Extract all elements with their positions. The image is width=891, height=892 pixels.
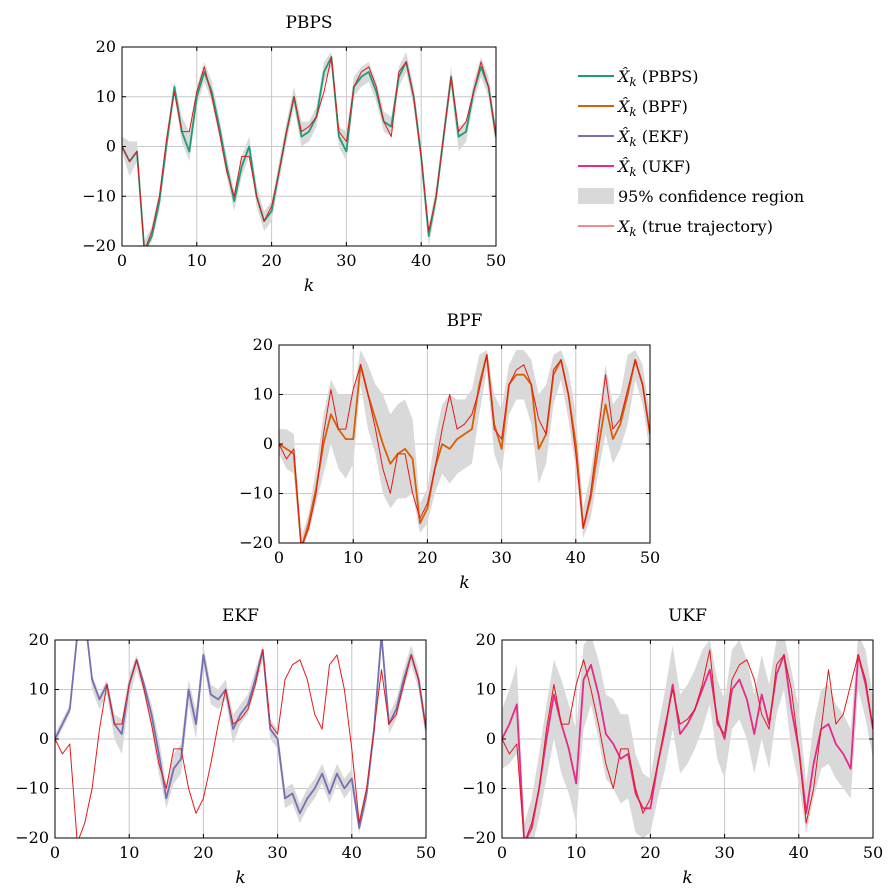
y-tick-label: 0 <box>263 434 273 453</box>
x-tick-label: 20 <box>193 843 213 862</box>
x-tick-label: 50 <box>416 843 436 862</box>
y-tick-label: 20 <box>253 335 273 354</box>
x-axis-label-ekf: k <box>235 868 245 888</box>
x-axis-label-ukf: k <box>682 868 692 888</box>
y-tick-label: 20 <box>476 630 496 649</box>
y-tick-label: 20 <box>29 630 49 649</box>
x-tick-label: 20 <box>640 843 660 862</box>
chart-title-pbps: PBPS <box>285 13 332 33</box>
y-tick-label: −10 <box>82 186 116 205</box>
x-tick-label: 40 <box>342 843 362 862</box>
x-tick-label: 50 <box>863 843 883 862</box>
y-tick-label: −10 <box>239 484 273 503</box>
chart-bpf: 0 10 20 30 40 50 −20 −10 0 10 20 BPF k <box>239 311 660 593</box>
legend-label: X̂k (PBPS) <box>616 67 699 89</box>
x-tick-label: 30 <box>336 251 356 270</box>
x-tick-label: 40 <box>566 548 586 567</box>
legend-label: 95% confidence region <box>618 187 804 206</box>
y-tick-label: −20 <box>462 828 496 847</box>
chart-title-ukf: UKF <box>668 606 707 626</box>
x-tick-label: 20 <box>261 251 281 270</box>
legend-swatch-band <box>578 188 614 204</box>
truth-line-ukf <box>502 649 873 838</box>
y-tick-label: 20 <box>96 37 116 56</box>
chart-title-bpf: BPF <box>447 311 483 331</box>
legend-label: X̂k (UKF) <box>616 157 691 179</box>
plot-area-ukf <box>502 640 873 838</box>
x-tick-label: 30 <box>491 548 511 567</box>
legend: X̂k (PBPS) X̂k (BPF) X̂k (EKF) X̂k (UKF) 95%… <box>578 67 804 239</box>
x-tick-label: 40 <box>411 251 431 270</box>
x-tick-label: 20 <box>417 548 437 567</box>
legend-item: X̂k (UKF) <box>578 157 691 179</box>
legend-label: X̂k (BPF) <box>616 97 688 119</box>
x-axis-label-bpf: k <box>459 573 469 593</box>
y-tick-label: 0 <box>39 729 49 748</box>
y-tick-label: −20 <box>239 533 273 552</box>
y-tick-label: −20 <box>82 236 116 255</box>
confidence-band-bpf <box>279 350 650 543</box>
x-tick-label: 0 <box>497 843 507 862</box>
estimate-line-ukf <box>502 654 873 838</box>
y-tick-label: 10 <box>29 680 49 699</box>
legend-item: X̂k (PBPS) <box>578 67 699 89</box>
chart-title-ekf: EKF <box>222 606 259 626</box>
x-tick-label: 50 <box>486 251 506 270</box>
estimate-line-pbps <box>122 56 496 246</box>
chart-ekf: 0 10 20 30 40 50 −20 −10 0 10 20 EKF k <box>15 606 436 888</box>
legend-item: Xk (true trajectory) <box>578 217 773 239</box>
confidence-band-ukf <box>502 640 873 838</box>
truth-line-ekf <box>55 649 426 838</box>
plot-area-bpf <box>279 350 650 543</box>
confidence-band-ekf <box>55 640 426 833</box>
x-tick-label: 10 <box>119 843 139 862</box>
x-tick-label: 10 <box>343 548 363 567</box>
y-tick-label: 10 <box>476 680 496 699</box>
y-tick-label: 10 <box>96 87 116 106</box>
plot-area-ekf <box>55 640 426 838</box>
chart-ukf: 0 10 20 30 40 50 −20 −10 0 10 20 UKF k <box>462 606 883 888</box>
confidence-band-pbps <box>122 52 496 246</box>
legend-item: X̂k (BPF) <box>578 97 688 119</box>
x-tick-label: 0 <box>274 548 284 567</box>
x-tick-label: 40 <box>789 843 809 862</box>
x-tick-label: 30 <box>267 843 287 862</box>
x-tick-label: 10 <box>566 843 586 862</box>
legend-item: 95% confidence region <box>578 187 804 206</box>
estimate-line-ekf <box>55 640 426 829</box>
y-tick-label: −10 <box>15 779 49 798</box>
legend-item: X̂k (EKF) <box>578 127 689 149</box>
x-tick-label: 10 <box>187 251 207 270</box>
y-tick-label: 0 <box>106 137 116 156</box>
y-tick-label: −10 <box>462 779 496 798</box>
plot-area-pbps <box>122 52 496 246</box>
y-tick-label: −20 <box>15 828 49 847</box>
chart-pbps: 0 10 20 30 40 50 −20 −10 0 10 20 PBPS k <box>82 13 506 296</box>
truth-line-pbps <box>122 56 496 246</box>
y-tick-label: 0 <box>486 729 496 748</box>
x-tick-label: 0 <box>117 251 127 270</box>
legend-label: Xk (true trajectory) <box>616 217 773 239</box>
y-tick-label: 10 <box>253 385 273 404</box>
x-axis-label-pbps: k <box>304 276 314 296</box>
truth-line-bpf <box>279 354 650 543</box>
x-tick-label: 50 <box>640 548 660 567</box>
x-tick-label: 30 <box>714 843 734 862</box>
x-tick-label: 0 <box>50 843 60 862</box>
legend-label: X̂k (EKF) <box>616 127 689 149</box>
estimate-line-bpf <box>279 353 650 543</box>
